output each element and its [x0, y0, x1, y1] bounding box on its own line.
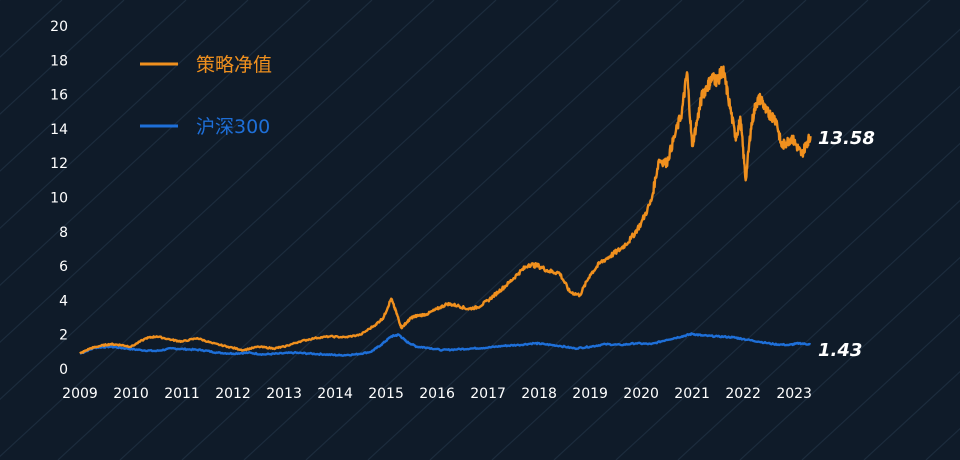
x-tick-label: 2017: [470, 386, 506, 402]
background-stripe: [367, 0, 869, 460]
background-stripe: [57, 0, 559, 460]
background-stripe: [0, 0, 311, 287]
x-tick-label: 2023: [776, 386, 812, 402]
legend: 策略净值 沪深300: [140, 54, 272, 138]
background-stripe: [181, 0, 683, 460]
x-tick-label: 2022: [725, 386, 761, 402]
y-tick-label: 16: [50, 88, 68, 104]
y-tick-label: 18: [50, 53, 68, 69]
background-stripe: [0, 0, 435, 401]
background-stripe: [491, 28, 960, 460]
x-tick-label: 2021: [674, 386, 710, 402]
y-tick-label: 4: [59, 293, 68, 309]
background-stripe: [0, 0, 187, 172]
y-tick-label: 20: [50, 19, 68, 35]
background-stripe: [119, 0, 621, 460]
background-stripe: [0, 0, 497, 458]
y-tick-label: 14: [50, 122, 68, 138]
end-label-index: 1.43: [818, 340, 862, 361]
background-stripe: [925, 427, 960, 460]
y-axis-ticks: 0 2 4 6 8 10 12 14 16 18 20: [50, 19, 68, 378]
x-tick-label: 2018: [521, 386, 557, 402]
background-stripe: [0, 0, 373, 344]
x-tick-label: 2013: [266, 386, 302, 402]
background-stripe: [243, 0, 745, 460]
x-tick-label: 2016: [419, 386, 455, 402]
y-tick-label: 6: [59, 259, 68, 275]
y-tick-label: 10: [50, 191, 68, 207]
background-stripe: [0, 0, 125, 115]
legend-label-strategy: 策略净值: [196, 54, 272, 76]
series-lines: [79, 65, 812, 357]
y-tick-label: 8: [59, 225, 68, 241]
legend-label-index: 沪深300: [196, 116, 270, 138]
end-label-strategy: 13.58: [818, 128, 875, 149]
x-tick-label: 2012: [215, 386, 251, 402]
x-tick-label: 2011: [164, 386, 200, 402]
x-axis-ticks: 2009 2010 2011 2012 2013 2014 2015 2016 2017 2018…: [62, 386, 812, 402]
x-tick-label: 2014: [317, 386, 353, 402]
background-stripe: [863, 370, 960, 460]
background-stripe: [739, 256, 960, 460]
y-tick-label: 0: [59, 362, 68, 378]
x-tick-label: 2015: [368, 386, 404, 402]
series-line-index: [79, 332, 812, 357]
background-stripe: [801, 313, 960, 460]
y-tick-label: 12: [50, 156, 68, 172]
series-line-strategy: [79, 65, 812, 355]
background-stripe: [615, 142, 960, 460]
background-stripe: [553, 85, 960, 460]
x-tick-label: 2010: [113, 386, 149, 402]
y-tick-label: 2: [59, 328, 68, 344]
background-stripe: [429, 0, 931, 460]
x-tick-label: 2019: [572, 386, 608, 402]
background-stripe: [0, 0, 249, 229]
x-tick-label: 2020: [623, 386, 659, 402]
x-tick-label: 2009: [62, 386, 98, 402]
background-stripe: [677, 199, 960, 460]
